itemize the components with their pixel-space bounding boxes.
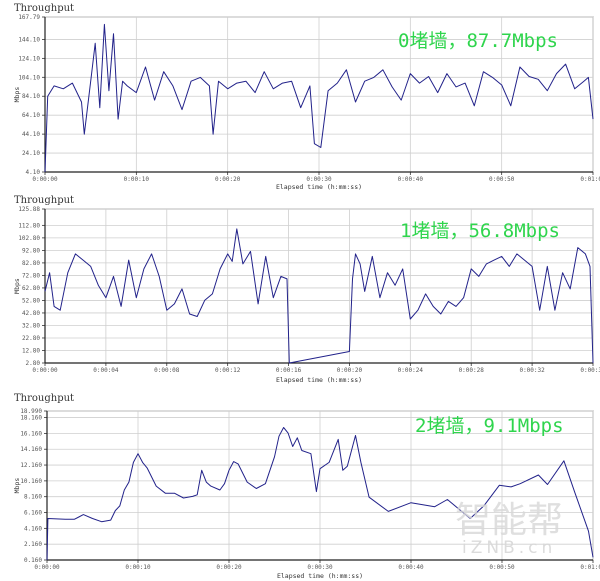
chart-panel-2: 0.160 2.160 4.160 6.160 8.160 10.160 12.160 14.… <box>13 393 600 580</box>
x-tick-label: 0:00:32 <box>519 367 545 374</box>
y-axis-label: Mbps <box>13 87 21 103</box>
y-tick-label: 64.10 <box>22 112 40 119</box>
y-tick-label: 8.160 <box>24 494 42 501</box>
y-tick-label: 16.160 <box>20 430 42 437</box>
y-tick-label: 18.160 <box>20 415 42 422</box>
y-tick-label: 144.10 <box>18 36 40 43</box>
x-tick-label: 0:00:20 <box>337 367 363 374</box>
x-tick-label: 0:00:28 <box>459 367 485 374</box>
x-tick-label: 0:00:00 <box>34 564 60 571</box>
y-tick-label: 24.10 <box>22 150 40 157</box>
x-tick-label: 0:00:10 <box>125 564 151 571</box>
y-tick-label: 125.88 <box>18 206 40 213</box>
x-tick-label: 0:00:40 <box>398 564 424 571</box>
y-tick-label: 22.80 <box>22 335 40 342</box>
y-axis-label: Mbps <box>13 278 21 294</box>
throughput-series-line <box>44 23 594 173</box>
y-tick-label: 52.80 <box>22 297 40 304</box>
y-tick-label: 18.990 <box>20 408 42 415</box>
x-tick-label: 0:00:20 <box>215 176 241 183</box>
plot-area <box>44 208 594 364</box>
y-tick-label: 4.160 <box>24 525 42 532</box>
y-tick-label: 6.160 <box>24 510 42 517</box>
y-tick-label: 12.80 <box>22 347 40 354</box>
y-tick-label: 4.10 <box>26 169 41 176</box>
x-tick-label: 0:00:00 <box>32 176 58 183</box>
throughput-series-line <box>44 228 594 364</box>
chart-panel-1: 2.80 12.80 22.80 32.80 42.80 52.80 62.80 72.80 8… <box>13 195 600 384</box>
watermark-logo: 智能帮 <box>455 500 563 541</box>
y-tick-label: 112.80 <box>18 222 40 229</box>
chart-panel-0: 4.10 24.10 44.10 64.10 84.10 104.10 124.10 144.… <box>13 3 600 191</box>
x-tick-label: 0:00:36 <box>580 367 600 374</box>
y-tick-label: 92.80 <box>22 247 40 254</box>
x-tick-label: 0:00:40 <box>398 176 424 183</box>
y-tick-label: 42.80 <box>22 310 40 317</box>
x-tick-label: 0:00:00 <box>32 367 58 374</box>
x-tick-label: 0:00:16 <box>276 367 302 374</box>
throughput-series-line <box>46 427 594 561</box>
x-tick-label: 0:00:12 <box>215 367 241 374</box>
y-tick-label: 12.160 <box>20 462 42 469</box>
y-tick-label: 84.10 <box>22 93 40 100</box>
y-tick-label: 124.10 <box>18 55 40 62</box>
y-tick-label: 72.80 <box>22 272 40 279</box>
x-tick-label: 0:01:00 <box>580 564 600 571</box>
x-tick-label: 0:00:30 <box>307 564 333 571</box>
y-tick-label: 102.80 <box>18 235 40 242</box>
y-tick-label: 0.160 <box>24 557 42 564</box>
y-tick-label: 82.80 <box>22 260 40 267</box>
x-tick-label: 0:01:00 <box>580 176 600 183</box>
y-axis-label: Mbps <box>13 478 21 494</box>
x-tick-label: 0:00:04 <box>93 367 119 374</box>
y-tick-label: 167.79 <box>18 14 40 21</box>
chart-annotation: 0堵墙，87.7Mbps <box>398 30 558 52</box>
x-tick-label: 0:00:50 <box>489 176 515 183</box>
x-axis-label: Elapsed time (h:mm:ss) <box>276 376 362 384</box>
chart-title: Throughput <box>14 195 74 206</box>
x-tick-label: 0:00:24 <box>398 367 424 374</box>
chart-title: Throughput <box>14 393 74 404</box>
y-tick-label: 62.80 <box>22 285 40 292</box>
y-tick-label: 104.10 <box>18 74 40 81</box>
chart-annotation: 2堵墙，9.1Mbps <box>415 415 564 437</box>
x-tick-label: 0:00:50 <box>489 564 515 571</box>
y-tick-label: 44.10 <box>22 131 40 138</box>
y-tick-label: 10.160 <box>20 478 42 485</box>
y-tick-label: 2.160 <box>24 541 42 548</box>
y-tick-label: 14.160 <box>20 446 42 453</box>
x-tick-label: 0:00:20 <box>216 564 242 571</box>
y-tick-label: 2.80 <box>26 360 41 367</box>
chart-title: Throughput <box>14 3 74 14</box>
y-tick-label: 32.80 <box>22 322 40 329</box>
watermark-site: iZNB.cn <box>462 538 556 558</box>
x-axis-label: Elapsed time (h:mm:ss) <box>277 572 363 580</box>
x-tick-label: 0:00:10 <box>124 176 150 183</box>
x-axis-label: Elapsed time (h:mm:ss) <box>276 183 362 191</box>
x-tick-label: 0:00:30 <box>306 176 332 183</box>
chart-annotation: 1堵墙，56.8Mbps <box>400 220 560 242</box>
x-tick-label: 0:00:08 <box>154 367 180 374</box>
